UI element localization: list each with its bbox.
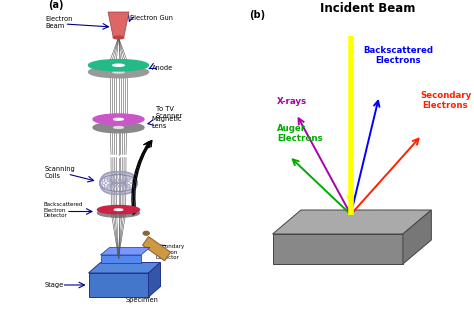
Ellipse shape xyxy=(114,209,123,211)
Text: Electron
Beam: Electron Beam xyxy=(45,16,73,29)
Ellipse shape xyxy=(93,114,144,124)
Text: Secondary
Electron
Detector: Secondary Electron Detector xyxy=(156,244,185,260)
Ellipse shape xyxy=(143,231,149,235)
Polygon shape xyxy=(89,262,161,273)
Ellipse shape xyxy=(113,64,124,66)
Ellipse shape xyxy=(113,71,124,73)
Text: Anode: Anode xyxy=(152,64,173,71)
Text: Backscattered
Electrons: Backscattered Electrons xyxy=(363,46,433,65)
Ellipse shape xyxy=(114,118,123,120)
Ellipse shape xyxy=(98,209,139,217)
Text: Backscattered
Electron
Detector: Backscattered Electron Detector xyxy=(44,202,83,218)
Text: Stage: Stage xyxy=(45,282,64,288)
Text: Electron Gun: Electron Gun xyxy=(130,15,173,21)
Polygon shape xyxy=(273,210,431,234)
Text: X-rays: X-rays xyxy=(276,96,307,106)
Ellipse shape xyxy=(93,122,144,133)
Ellipse shape xyxy=(113,36,124,39)
Text: Incident Beam: Incident Beam xyxy=(319,3,415,16)
Polygon shape xyxy=(273,234,403,264)
Polygon shape xyxy=(89,273,148,297)
Polygon shape xyxy=(100,255,141,262)
Text: Secondary
Electrons: Secondary Electrons xyxy=(420,91,471,110)
Text: Specimen: Specimen xyxy=(126,297,159,303)
Ellipse shape xyxy=(98,206,139,214)
Ellipse shape xyxy=(89,66,148,78)
Text: Scanning
Coils: Scanning Coils xyxy=(45,166,76,179)
Text: To TV
Scanner: To TV Scanner xyxy=(156,106,183,119)
Polygon shape xyxy=(403,210,431,264)
Text: Magnetic
Lens: Magnetic Lens xyxy=(152,116,182,129)
Ellipse shape xyxy=(89,59,148,71)
Polygon shape xyxy=(108,12,129,38)
Text: Auger
Electrons: Auger Electrons xyxy=(277,124,323,143)
Text: (b): (b) xyxy=(249,10,265,20)
Polygon shape xyxy=(100,248,150,255)
Ellipse shape xyxy=(114,127,123,128)
Bar xyxy=(143,237,171,261)
Polygon shape xyxy=(148,262,161,297)
Ellipse shape xyxy=(114,212,123,214)
Text: (a): (a) xyxy=(48,0,64,10)
